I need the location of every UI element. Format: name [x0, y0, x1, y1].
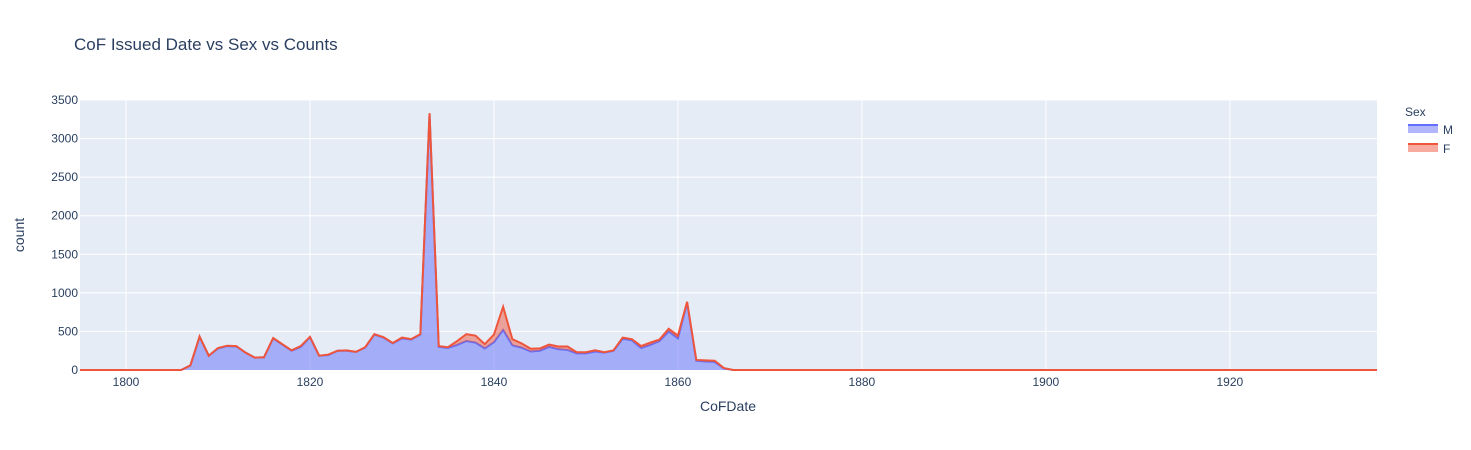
- legend-label-m: M: [1443, 123, 1453, 137]
- x-tick-label: 1920: [1216, 375, 1243, 389]
- y-tick-label: 1500: [51, 247, 78, 261]
- plot-background: [80, 100, 1377, 370]
- x-tick-label: 1820: [297, 375, 324, 389]
- x-axis-title: CoFDate: [700, 398, 756, 414]
- y-tick-label: 1000: [51, 286, 78, 300]
- chart-title: CoF Issued Date vs Sex vs Counts: [74, 35, 338, 54]
- legend-swatch-m: [1408, 125, 1438, 133]
- x-tick-label: 1900: [1032, 375, 1059, 389]
- x-tick-label: 1860: [665, 375, 692, 389]
- area-line-f: [80, 113, 1377, 371]
- y-tick-label: 3500: [51, 93, 78, 107]
- x-tick-label: 1840: [481, 375, 508, 389]
- area-series: [80, 113, 1377, 371]
- y-axis-ticks: 0 500 1000 1500 2000 2500 3000 3500: [51, 93, 78, 377]
- y-tick-label: 2500: [51, 170, 78, 184]
- legend-swatch-f: [1408, 144, 1438, 152]
- y-tick-label: 2000: [51, 209, 78, 223]
- y-tick-label: 0: [71, 363, 78, 377]
- y-tick-label: 500: [58, 324, 78, 338]
- legend: Sex MF: [1405, 105, 1453, 156]
- legend-label-f: F: [1443, 142, 1450, 156]
- x-axis-ticks: 1800 1820 1840 1860 1880 1900 1920: [113, 375, 1244, 389]
- y-axis-title: count: [11, 218, 27, 252]
- y-tick-label: 3000: [51, 132, 78, 146]
- x-tick-label: 1880: [849, 375, 876, 389]
- x-tick-label: 1800: [113, 375, 140, 389]
- grid-lines: [80, 99, 1377, 370]
- legend-title: Sex: [1405, 105, 1426, 119]
